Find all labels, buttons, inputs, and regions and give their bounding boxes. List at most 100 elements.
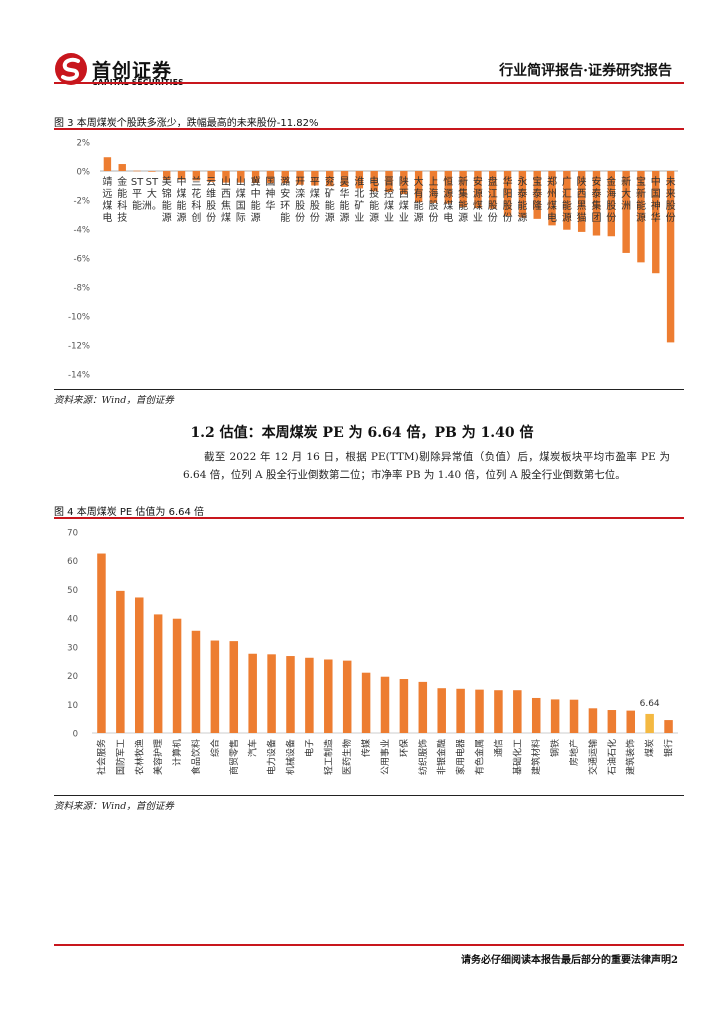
x-category-label: 华 [651, 211, 661, 224]
x-category-label: 国防军工 [114, 739, 126, 775]
x-category-label: 焦 [221, 199, 231, 212]
bar [607, 710, 617, 733]
x-category-label: 能 [517, 199, 527, 212]
bar [148, 171, 156, 172]
figure3-title: 图 3 本周煤炭个股跌多涨少，跌幅最高的未来股份-11.82% [54, 118, 319, 129]
x-category-label: 科 [191, 199, 201, 212]
y-tick-label: -12% [68, 342, 90, 352]
x-category-label: 能 [280, 211, 290, 224]
x-category-label: 机械设备 [284, 739, 296, 775]
x-category-label: 未 [666, 176, 676, 188]
x-category-label: 泰 [591, 187, 601, 200]
bar [592, 171, 601, 236]
x-category-label: 大 [147, 187, 157, 200]
x-category-label: 煤 [384, 199, 394, 212]
x-category-label: 能 [132, 199, 142, 212]
report-type: 行业简评报告·证券研究报告 [499, 63, 672, 79]
x-category-label: 能 [117, 187, 127, 200]
x-category-label: 宝 [636, 175, 646, 188]
y-tick-label: -6% [73, 255, 90, 265]
bar [518, 171, 527, 218]
x-category-label: 业 [399, 212, 409, 224]
x-category-label: 份 [666, 212, 676, 224]
bar [489, 171, 497, 209]
x-category-label: 股 [310, 200, 320, 212]
bar [459, 171, 467, 208]
x-category-label: 建筑装饰 [625, 739, 637, 775]
x-category-label: 洲。 [142, 200, 162, 212]
x-category-label: 宝 [532, 175, 542, 188]
x-category-label: 矿 [325, 187, 335, 200]
y-tick-label: 2% [77, 139, 91, 149]
x-category-label: 来 [666, 188, 676, 200]
x-category-label: 能 [369, 199, 379, 212]
x-category-label: 源 [443, 187, 453, 200]
x-category-label: 隆 [532, 199, 542, 212]
x-category-label: 电力设备 [266, 739, 278, 775]
bar [153, 614, 163, 733]
footer-note: 请务必仔细阅读本报告最后部分的重要法律声明2 [461, 955, 678, 966]
x-category-label: 上 [428, 176, 438, 188]
bar [380, 676, 390, 733]
x-category-label: 业 [354, 212, 364, 224]
x-category-label: 能 [162, 199, 172, 212]
x-category-label: 国 [651, 188, 661, 200]
x-category-label: 云 [206, 177, 216, 188]
x-category-label: 非银金融 [436, 739, 448, 775]
bar [475, 689, 484, 733]
x-category-label: 能 [458, 199, 468, 212]
y-tick-label: -8% [73, 284, 90, 294]
bar [251, 171, 260, 183]
x-category-label: 电 [102, 211, 112, 224]
x-category-label: 源 [636, 211, 646, 224]
bar [296, 171, 304, 185]
x-category-label: 交通运输 [587, 739, 599, 775]
x-category-label: 西 [399, 189, 409, 200]
x-category-label: 基础化工 [511, 739, 523, 775]
x-category-label: 锦 [162, 187, 172, 200]
y-tick-label: 0 [73, 730, 78, 740]
bar [116, 590, 125, 733]
x-category-label: 份 [488, 212, 498, 224]
x-category-label: 兰 [191, 175, 201, 188]
x-category-label: 煤炭 [644, 739, 656, 757]
x-category-label: 猫 [577, 211, 587, 224]
x-category-label: 电 [443, 211, 453, 224]
x-category-label: 煤 [221, 211, 231, 224]
bar [664, 720, 673, 733]
x-category-label: 矿 [354, 199, 364, 212]
x-category-label: 淮 [354, 176, 364, 188]
x-category-label: 纺织服饰 [417, 739, 429, 775]
x-category-label: 份 [295, 212, 305, 224]
x-category-label: 技 [117, 211, 127, 224]
x-category-label: 大 [414, 175, 424, 188]
bar [311, 171, 319, 186]
x-category-label: 电 [547, 211, 557, 224]
x-category-label: 国 [236, 200, 246, 212]
bar [370, 171, 378, 192]
x-category-label: 源 [340, 211, 350, 224]
bar [135, 597, 144, 733]
x-category-label: 花 [191, 187, 201, 200]
y-tick-label: -10% [68, 313, 90, 323]
bar [305, 657, 314, 733]
x-category-label: 靖 [102, 175, 112, 188]
x-category-label: 远 [102, 188, 112, 200]
x-category-label: 业 [384, 212, 394, 224]
x-category-label: 金 [606, 175, 616, 188]
bar [577, 171, 586, 232]
x-category-label: 轻工制造 [322, 739, 334, 775]
figure4-title: 图 4 本周煤炭 PE 估值为 6.64 倍 [54, 507, 205, 518]
x-category-label: 煤 [102, 199, 112, 212]
x-category-label: 股 [503, 200, 513, 212]
x-category-label: 环 [280, 201, 290, 212]
x-category-label: 房地产 [568, 739, 580, 766]
bar [237, 171, 245, 183]
x-category-label: 煤 [399, 199, 409, 212]
x-category-label: 源 [458, 211, 468, 224]
figure3-top-rule [54, 128, 684, 130]
x-category-label: 商贸零售 [228, 739, 240, 775]
x-category-label: 山 [236, 176, 246, 188]
footer-rule [54, 944, 684, 946]
x-category-label: 源 [473, 187, 483, 200]
